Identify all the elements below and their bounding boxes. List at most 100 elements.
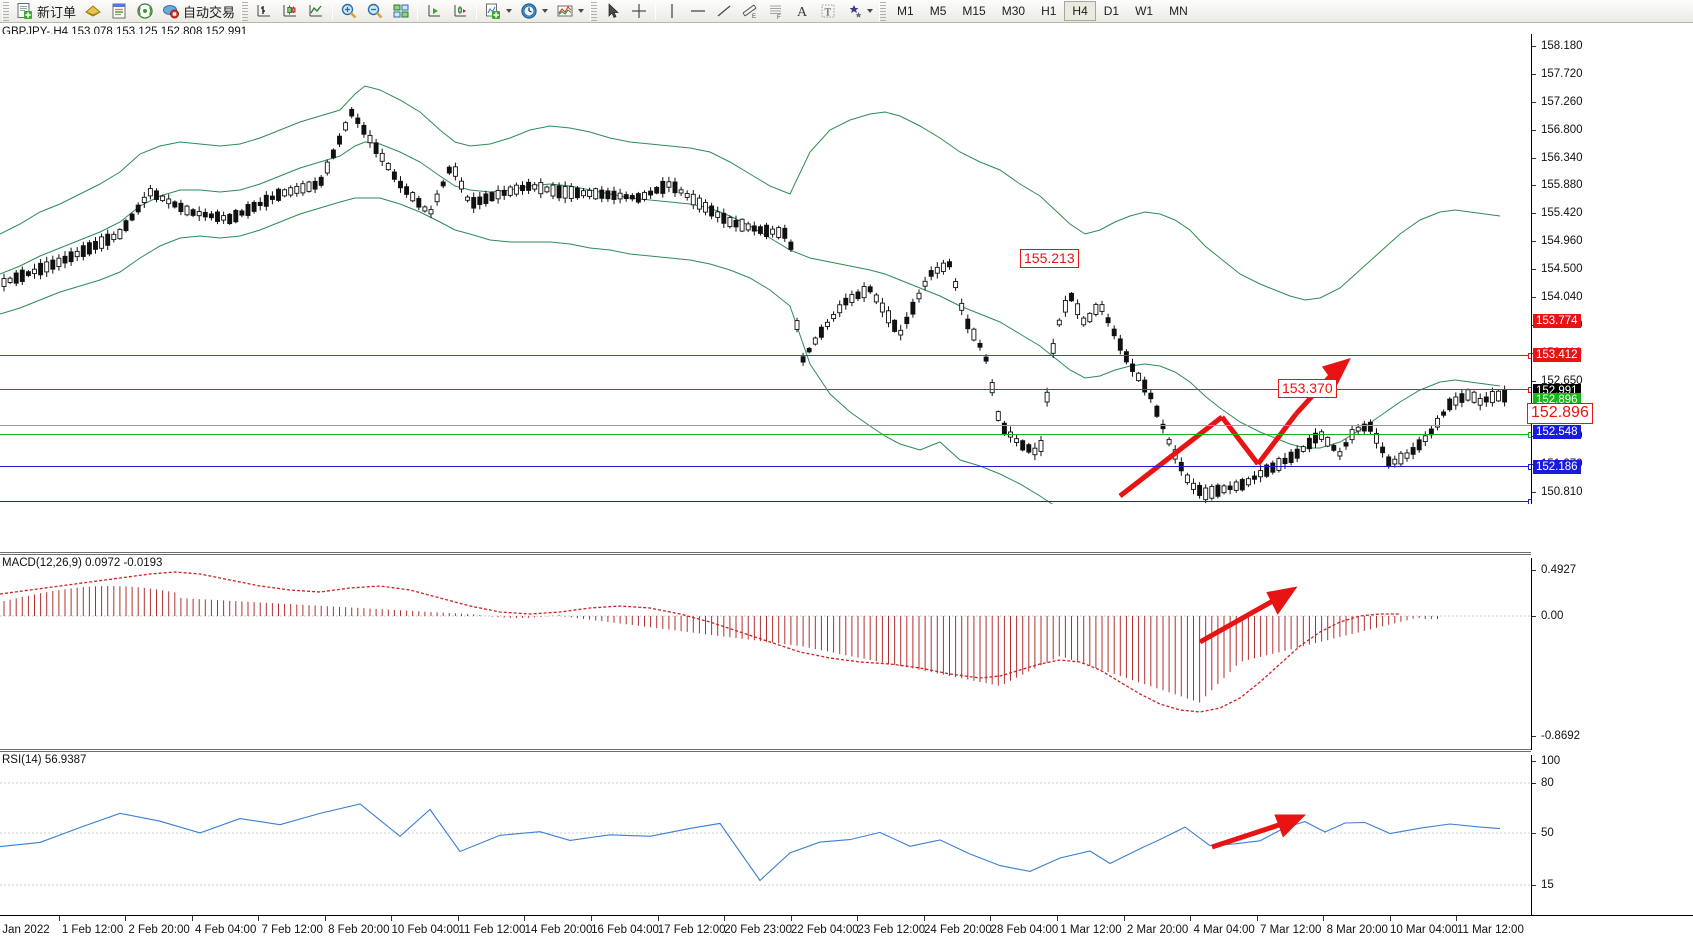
tab-timeframe-h4[interactable]: H4 [1064,1,1096,21]
horizontal-line-button[interactable] [685,1,711,22]
toolbar-grip-3[interactable] [590,1,598,21]
tab-timeframe-mn[interactable]: MN [1169,4,1188,18]
periods-button[interactable] [516,1,552,22]
trendline-button[interactable] [711,1,737,22]
rsi-scale-50: 50 [1541,827,1554,839]
tab-timeframe-m1[interactable]: M1 [897,4,914,18]
indicators-dropdown-caret[interactable] [506,9,513,13]
time-axis-label: 10 Mar 04:00 [1389,924,1458,936]
time-axis-label: 23 Feb 12:00 [857,924,926,936]
rsi-scale[interactable]: 100 80 50 15 [1531,755,1693,915]
price-scale[interactable]: 158.180 157.720 157.260 156.800 156.340 155.8… [1531,34,1693,504]
price-scale-label: 158.180 [1541,40,1583,52]
bollinger-middle-band [0,141,1501,449]
rsi-trend-arrow [1211,814,1307,850]
expert-advisors-button[interactable] [80,1,106,22]
new-order-button[interactable]: 新订单 [12,1,80,22]
price-line-152186[interactable] [0,499,1531,504]
candlestick-series [1,107,1508,504]
price-line-handle[interactable] [1528,387,1531,393]
line-chart-button[interactable] [303,1,329,22]
text-label-button[interactable]: T [815,1,841,22]
toolbar-grip[interactable] [2,1,9,21]
toolbar-separator-4 [655,2,657,20]
macd-pane[interactable] [0,558,1531,750]
tab-timeframe-w1[interactable]: W1 [1135,4,1154,18]
price-label-153774[interactable]: 153.774 [1533,314,1581,328]
chart-shift-icon [451,2,469,20]
price-line-152896[interactable] [0,432,1531,438]
zoom-out-icon [366,2,384,20]
price-line-handle[interactable] [1528,499,1531,504]
tab-timeframe-d1[interactable]: D1 [1103,4,1120,18]
time-tick [923,916,925,921]
macd-scale[interactable]: 0.4927 0.00 -0.8692 [1531,558,1693,750]
templates-button[interactable] [552,1,588,22]
price-line-handle[interactable] [1528,464,1531,470]
time-axis-label: 16 Feb 04:00 [591,924,659,936]
chart-shift-button[interactable] [447,1,473,22]
price-scale-label: 150.810 [1541,486,1583,498]
crosshair-icon [630,2,648,20]
price-chart-svg [0,85,1508,504]
time-tick [790,916,792,921]
scroll-end-button[interactable] [421,1,447,22]
price-tick [1532,380,1536,382]
macd-signal-line [0,571,1400,713]
time-axis-label: 2 Mar 20:00 [1126,924,1189,936]
price-label-153412[interactable]: 153.412 [1533,348,1581,362]
annotation-153370[interactable]: 153.370 [1278,379,1337,398]
time-axis-label: 28 Feb 04:00 [990,924,1059,936]
window-tile-button[interactable] [388,1,414,22]
cursor-button[interactable] [600,1,626,22]
price-line-handle[interactable] [1528,432,1531,438]
fibonacci-button[interactable]: F [763,1,789,22]
autotrading-button[interactable]: 自动交易 [158,1,239,22]
text-button[interactable]: A [789,1,815,22]
vertical-line-button[interactable] [659,1,685,22]
equidistant-channel-button[interactable]: E [737,1,763,22]
price-label-152186[interactable]: 152.186 [1533,460,1581,474]
tab-timeframe-m30[interactable]: M30 [1001,4,1026,18]
tab-timeframe-m5[interactable]: M5 [929,4,947,18]
templates-dropdown-caret[interactable] [578,9,585,13]
periods-dropdown-caret[interactable] [542,9,549,13]
templates-icon [556,2,574,20]
bar-chart-button[interactable] [251,1,277,22]
time-axis-label: 1 Feb 12:00 [61,924,124,936]
toolbar-grip-2[interactable] [241,1,249,21]
zoom-in-button[interactable] [336,1,362,22]
new-order-icon [16,2,34,20]
toolbar-separator-2 [417,2,419,20]
time-tick [457,916,459,921]
time-axis-label: 20 Feb 23:00 [724,924,793,936]
macd-scale-max: 0.4927 [1541,564,1577,576]
tab-timeframe-h1[interactable]: H1 [1041,4,1057,18]
data-window-button[interactable] [106,1,132,22]
macd-scale-min: -0.8692 [1541,730,1581,742]
time-axis[interactable]: Jan 2022 1 Feb 12:00 2 Feb 20:00 4 Feb 04:0… [0,915,1693,943]
toolbar-grip-4[interactable] [879,1,887,21]
rsi-pane[interactable] [0,755,1531,915]
zoom-out-button[interactable] [362,1,388,22]
price-scale-label: 154.040 [1541,290,1583,303]
objects-button[interactable] [841,1,877,22]
price-scale-label: 154.960 [1541,235,1583,248]
time-tick [1057,916,1058,921]
price-line-handle[interactable] [1528,353,1531,359]
tab-timeframe-m15[interactable]: M15 [962,4,986,18]
crosshair-button[interactable] [626,1,652,22]
indicators-button[interactable] [480,1,516,22]
rsi-line [0,803,1501,882]
price-line-153774[interactable] [0,353,1531,359]
annotation-155213[interactable]: 155.213 [1020,249,1079,268]
price-chart-pane[interactable]: 155.213 153.370 150.953 [0,34,1531,504]
price-line-152548[interactable] [0,464,1531,470]
time-tick [591,916,593,921]
price-line-153412[interactable] [0,387,1531,393]
signals-button[interactable] [132,1,158,22]
objects-dropdown-caret[interactable] [867,9,874,13]
price-label-152548[interactable]: 152.548 [1533,425,1581,439]
annotation-price-callout-152896[interactable]: 152.896 [1527,403,1593,424]
candlestick-chart-button[interactable] [277,1,303,22]
